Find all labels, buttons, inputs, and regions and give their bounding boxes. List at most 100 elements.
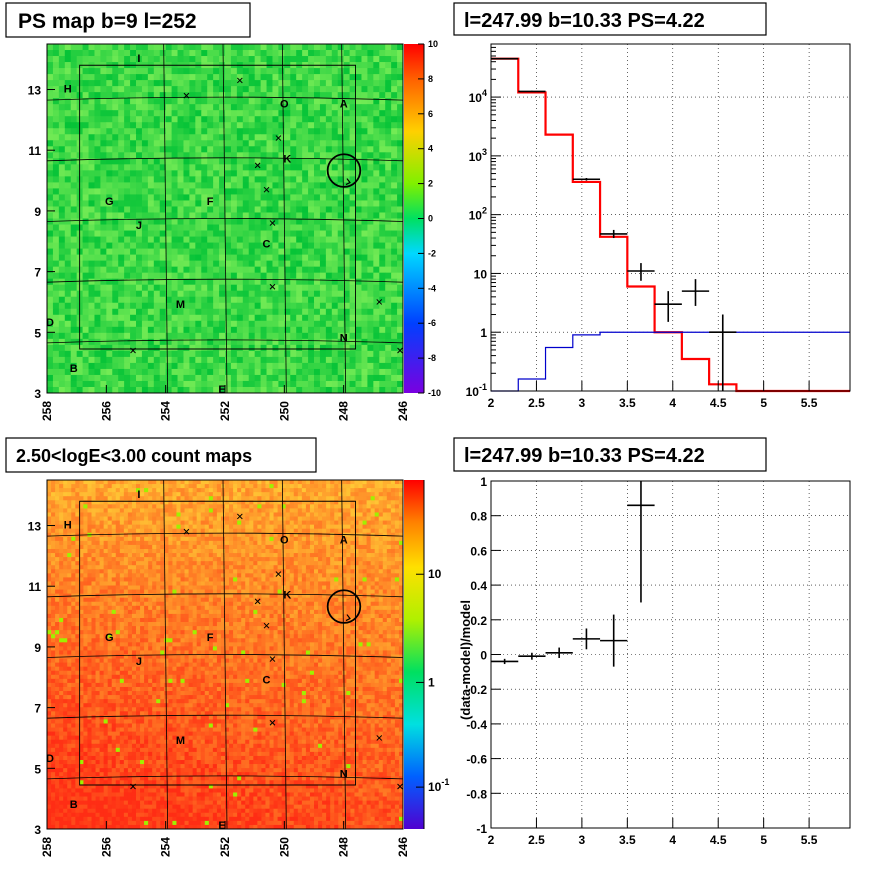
map-pixel [349, 140, 356, 147]
map-pixel [177, 104, 184, 111]
map-pixel [136, 248, 143, 256]
map-pixel [230, 374, 238, 382]
map-pixel [204, 500, 210, 505]
map-pixel [343, 164, 350, 171]
map-pixel [94, 86, 101, 93]
map-pixel [171, 56, 178, 63]
map-pixel [123, 528, 129, 534]
map-pixel [302, 260, 309, 268]
map-pixel [112, 218, 119, 225]
map-pixel [370, 516, 376, 521]
map-pixel [349, 308, 356, 316]
map-pixel [71, 544, 76, 550]
map-pixel [397, 314, 404, 322]
map-pixel [165, 380, 172, 388]
map-pixel [349, 284, 356, 292]
map-pixel [289, 520, 295, 526]
map-pixel [319, 242, 327, 249]
map-pixel [355, 128, 362, 135]
map-pixel [140, 500, 145, 505]
map-pixel [94, 206, 101, 213]
map-pixel [346, 488, 351, 493]
map-pixel [361, 368, 368, 376]
map-pixel [55, 496, 60, 501]
map-pixel [201, 266, 208, 274]
map-pixel [171, 242, 178, 249]
map-pixel [319, 134, 327, 141]
map-pixel [201, 386, 208, 394]
map-pixel [219, 242, 226, 249]
map-pixel [195, 194, 202, 201]
map-pixel [118, 272, 125, 280]
map-pixel [88, 74, 95, 81]
map-pixel [136, 516, 141, 521]
map-pixel [269, 496, 274, 501]
map-pixel [260, 302, 267, 310]
map-pixel [130, 146, 137, 153]
map-pixel [373, 86, 380, 93]
map-pixel [112, 296, 119, 304]
map-pixel [207, 314, 214, 322]
map-pixel [343, 218, 350, 225]
map-pixel [349, 302, 356, 310]
map-pixel [106, 110, 113, 117]
map-pixel [319, 152, 327, 159]
map-pixel [118, 176, 125, 183]
map-pixel [76, 368, 83, 376]
map-pixel [88, 188, 95, 195]
map-pixel [385, 86, 392, 93]
map-pixel [201, 140, 208, 147]
map-pixel [130, 248, 137, 256]
map-pixel [136, 104, 143, 111]
map-pixel [318, 504, 323, 509]
map-pixel [183, 302, 190, 310]
map-pixel [200, 540, 206, 546]
map-pixel [236, 74, 244, 81]
map-pixel [52, 260, 60, 268]
map-pixel [183, 164, 190, 171]
map-pixel [397, 176, 404, 183]
map-pixel [273, 480, 278, 485]
map-pixel [367, 200, 374, 207]
map-pixel [355, 56, 362, 63]
map-pixel [337, 290, 345, 298]
map-pixel [88, 266, 95, 274]
map-pixel [189, 254, 196, 262]
map-pixel [136, 380, 143, 388]
map-pixel [219, 122, 226, 129]
map-pixel [260, 296, 267, 304]
map-pixel [94, 188, 101, 195]
map-pixel [309, 504, 315, 509]
map-pixel [106, 374, 113, 382]
map-pixel [284, 368, 291, 376]
map-pixel [314, 44, 321, 51]
map-pixel [213, 80, 220, 87]
map-pixel [326, 540, 331, 546]
map-pixel [52, 248, 60, 256]
map-pixel [378, 488, 384, 493]
map-pixel [230, 350, 238, 358]
map-pixel [106, 284, 113, 292]
x-tick-label: 248 [337, 401, 351, 421]
map-pixel [242, 254, 250, 262]
map-pixel [337, 350, 345, 358]
ps-map-title: PS map b=9 l=252 [18, 10, 197, 33]
map-pixel [87, 520, 92, 526]
map-pixel [123, 524, 129, 530]
map-pixel [196, 512, 202, 517]
map-pixel [112, 356, 119, 364]
map-pixel [342, 484, 347, 489]
map-pixel [374, 540, 380, 546]
map-pixel [196, 488, 202, 493]
map-pixel [260, 332, 267, 340]
map-pixel [379, 134, 386, 141]
map-pixel [361, 344, 368, 352]
map-pixel [165, 152, 172, 159]
map-pixel [314, 224, 321, 231]
map-pixel [257, 524, 262, 530]
map-pixel [248, 224, 256, 231]
map-pixel [248, 284, 256, 292]
map-pixel [314, 278, 321, 286]
map-pixel [253, 528, 258, 534]
map-pixel [385, 44, 392, 51]
